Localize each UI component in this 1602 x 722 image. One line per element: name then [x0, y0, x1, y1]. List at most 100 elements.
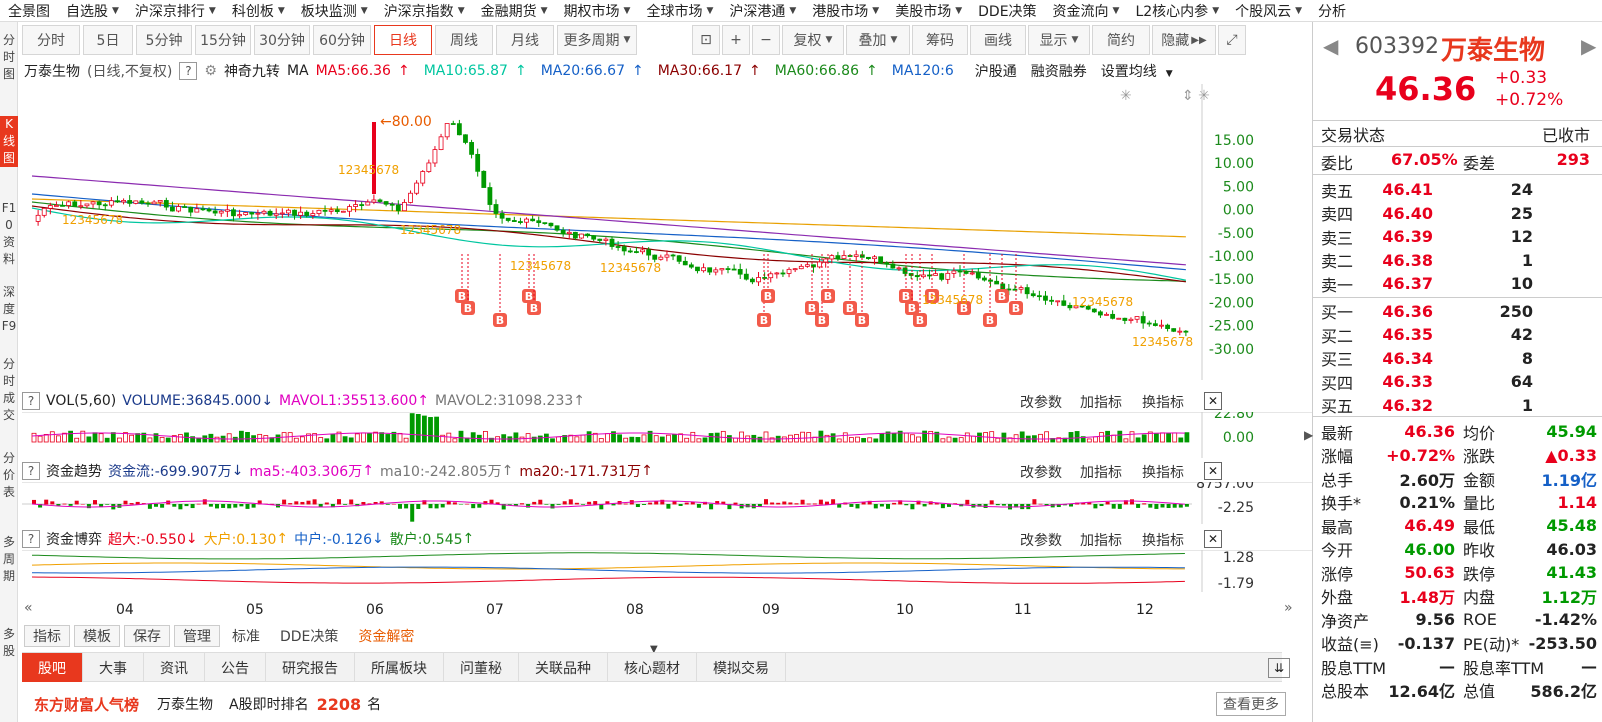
top-menu-item[interactable]: 港股市场 ▼ [804, 0, 887, 21]
fund-trend-chart[interactable]: 8757.00 -2.25 [22, 482, 1312, 524]
period-tab[interactable]: 分时 [22, 25, 80, 55]
help-icon[interactable]: ? [22, 462, 40, 480]
top-menu-item[interactable]: 板块监测 ▼ [293, 0, 376, 21]
zoom-out-icon[interactable]: − [752, 25, 780, 55]
ma-link[interactable]: 融资融券 [1031, 61, 1094, 81]
indicator-tab[interactable]: 资金解密 [358, 629, 415, 645]
top-menu-item[interactable]: 分析 [1310, 0, 1354, 21]
bottom-tab[interactable]: 资讯 [144, 653, 205, 682]
period-tab[interactable]: 5日 [83, 25, 133, 55]
help-icon[interactable]: ? [22, 392, 40, 410]
bid-row[interactable]: 买三 46.34 8 [1313, 347, 1602, 370]
left-strip-item[interactable]: 多股 [2, 627, 15, 658]
download-icon[interactable]: ⇊ [1268, 658, 1290, 678]
panel-button[interactable]: 加指标 [1080, 533, 1122, 549]
left-strip-item[interactable]: 深度F9 [1, 285, 17, 333]
period-tab[interactable]: 60分钟 [313, 25, 371, 55]
left-strip-item[interactable]: 分价表 [2, 451, 15, 499]
bottom-tab[interactable]: 模拟交易 [697, 653, 786, 682]
bottom-tab[interactable]: 核心题材 [608, 653, 697, 682]
panel-button[interactable]: 换指标 [1142, 465, 1184, 481]
panel-button[interactable]: 改参数 [1020, 465, 1062, 481]
toolbar-tool[interactable]: 显示 ▼ [1028, 25, 1090, 55]
view-more-button[interactable]: 查看更多 [1216, 692, 1286, 716]
x-axis-scroll-right-icon[interactable]: » [1284, 600, 1293, 616]
bid-row[interactable]: 买二 46.35 42 [1313, 323, 1602, 346]
help-icon[interactable]: ? [22, 530, 40, 548]
left-strip-item[interactable]: F10资料 [1, 201, 17, 266]
ask-row[interactable]: 卖三 46.39 12 [1313, 225, 1602, 248]
top-menu-item[interactable]: 自选股 ▼ [58, 0, 127, 21]
collapse-handle-icon[interactable]: ▼ [650, 644, 658, 655]
indicator-tab[interactable]: DDE决策 [280, 629, 339, 645]
bottom-tab[interactable]: 所属板块 [355, 653, 444, 682]
period-tab[interactable]: 月线 [496, 25, 554, 55]
indicator-tab[interactable]: 标准 [232, 629, 260, 645]
top-menu-item[interactable]: L2核心内参 ▼ [1127, 0, 1227, 21]
close-icon[interactable]: ✕ [1204, 530, 1222, 548]
help-icon[interactable]: ? [179, 62, 198, 80]
bottom-tab[interactable]: 大事 [83, 653, 144, 682]
panel-button[interactable]: 改参数 [1020, 533, 1062, 549]
toolbar-tool[interactable]: 筹码 [912, 25, 968, 55]
left-strip-item[interactable]: 分时成交 [2, 357, 15, 422]
gear-icon[interactable]: ⚙ [204, 63, 217, 79]
top-menu-item[interactable]: 美股市场 ▼ [887, 0, 970, 21]
top-menu-item[interactable]: 沪深京指数 ▼ [376, 0, 473, 21]
top-menu-item[interactable]: 金融期货 ▼ [473, 0, 556, 21]
lock-icon[interactable]: ⊡ [692, 25, 720, 55]
ask-row[interactable]: 卖二 46.38 1 [1313, 249, 1602, 272]
panel-button[interactable]: 改参数 [1020, 395, 1062, 411]
bid-row[interactable]: 买五 46.32 1 [1313, 394, 1602, 417]
toolbar-tool[interactable]: 叠加 ▼ [846, 25, 910, 55]
top-menu-item[interactable]: 沪深京排行 ▼ [127, 0, 224, 21]
period-tab[interactable]: 周线 [435, 25, 493, 55]
panel-button[interactable]: 加指标 [1080, 465, 1122, 481]
volume-chart[interactable]: 22.80 0.00 [22, 412, 1312, 458]
fullscreen-icon[interactable]: ⤢ [1218, 25, 1246, 55]
ask-row[interactable]: 卖四 46.40 25 [1313, 202, 1602, 225]
panel-button[interactable]: 换指标 [1142, 533, 1184, 549]
left-strip-item[interactable]: 分时图 [2, 33, 15, 81]
panel-button[interactable]: 换指标 [1142, 395, 1184, 411]
period-tab[interactable]: 更多周期 ▼ [557, 25, 637, 55]
top-menu-item[interactable]: 沪深港通 ▼ [721, 0, 804, 21]
bottom-tab[interactable]: 问董秘 [444, 653, 519, 682]
close-icon[interactable]: ✕ [1204, 392, 1222, 410]
top-menu-item[interactable]: 全景图 [0, 0, 58, 21]
zoom-in-icon[interactable]: + [722, 25, 750, 55]
period-tab[interactable]: 日线 [374, 25, 432, 55]
indicator-tab[interactable]: 指标 [24, 625, 70, 647]
bid-row[interactable]: 买一 46.36 250 [1313, 300, 1602, 323]
next-stock-icon[interactable]: ▶ [1581, 34, 1597, 58]
ma-link[interactable]: 沪股通 [975, 61, 1024, 81]
bid-row[interactable]: 买四 46.33 64 [1313, 370, 1602, 393]
toolbar-tool[interactable]: 隐藏 ▶▶ [1152, 25, 1216, 55]
fund-game-chart[interactable]: 1.28 -1.79 [22, 550, 1312, 592]
left-strip-item[interactable]: K线图 [0, 116, 18, 167]
top-menu-item[interactable]: DDE决策 [970, 0, 1044, 21]
x-axis-scroll-left-icon[interactable]: « [24, 600, 33, 616]
prev-stock-icon[interactable]: ◀ [1323, 34, 1339, 58]
top-menu-item[interactable]: 科创板 ▼ [224, 0, 293, 21]
bottom-tab[interactable]: 公告 [205, 653, 266, 682]
bottom-tab[interactable]: 研究报告 [266, 653, 355, 682]
top-menu-item[interactable]: 全球市场 ▼ [638, 0, 721, 21]
bottom-tab[interactable]: 关联品种 [519, 653, 608, 682]
left-strip-item[interactable]: 多周期 [2, 535, 15, 583]
panel-collapse-icon[interactable]: ▶ [1304, 428, 1314, 442]
period-tab[interactable]: 15分钟 [195, 25, 251, 55]
toolbar-tool[interactable]: 画线 [970, 25, 1026, 55]
top-menu-item[interactable]: 资金流向 ▼ [1045, 0, 1128, 21]
indicator-tab[interactable]: 模板 [74, 625, 120, 647]
indicator-tab[interactable]: 保存 [124, 625, 170, 647]
top-menu-item[interactable]: 个股风云 ▼ [1227, 0, 1310, 21]
indicator-name[interactable]: 神奇九转 [223, 64, 280, 80]
ma-link[interactable]: 设置均线 ▼ [1101, 61, 1180, 81]
panel-button[interactable]: 加指标 [1080, 395, 1122, 411]
top-menu-item[interactable]: 期权市场 ▼ [556, 0, 639, 21]
bottom-tab[interactable]: 股吧 [22, 653, 83, 682]
period-tab[interactable]: 5分钟 [136, 25, 192, 55]
k-line-chart[interactable]: 15.00 10.00 5.00 0.00 -5.00 -10.00 -15.00 -20.0… [22, 84, 1312, 384]
ask-row[interactable]: 卖五 46.41 24 [1313, 178, 1602, 201]
